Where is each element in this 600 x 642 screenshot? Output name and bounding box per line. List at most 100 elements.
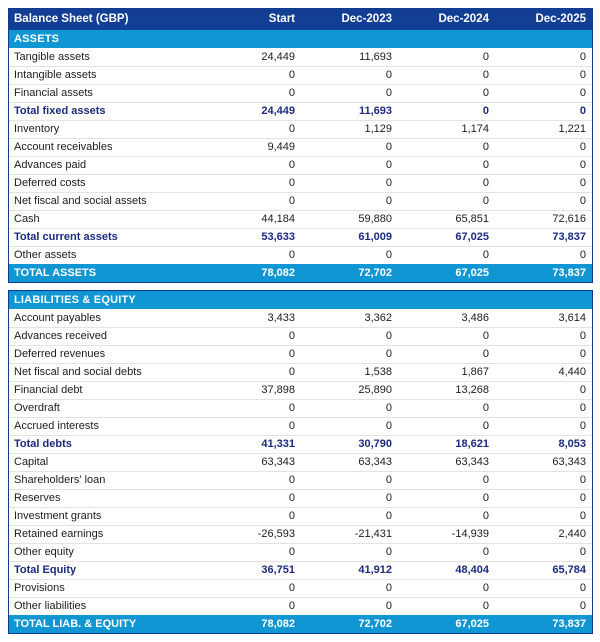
row-value: 0 [288,492,295,504]
row-value: -14,939 [451,528,489,540]
row-value: 13,268 [455,384,489,396]
row-value: 11,693 [358,105,392,117]
row-value: 63,343 [455,456,489,468]
table-row: Total fixed assets 24,449 11,693 0 0 [9,102,592,120]
total-label: TOTAL LIAB. & EQUITY [14,617,137,630]
row-value: 24,449 [261,105,295,117]
row-value: 0 [579,474,586,486]
row-value: 0 [288,546,295,558]
row-value: 0 [579,492,586,504]
table-row: Total current assets 53,633 61,009 67,025 73… [9,228,592,246]
row-label: Other liabilities [14,600,87,612]
row-value: 63,343 [261,456,295,468]
table-row: Intangible assets 0 0 0 0 [9,66,592,84]
row-value: 63,343 [552,456,586,468]
table-row: Provisions 0 0 0 0 [9,579,592,597]
row-value: 0 [482,159,489,171]
row-value: 0 [579,330,586,342]
table-row: Net fiscal and social assets 0 0 0 0 [9,192,592,210]
row-value: 0 [385,330,392,342]
page-title: Balance Sheet (GBP) [14,13,129,25]
total-value: 67,025 [455,266,489,279]
total-value: 72,702 [358,617,392,630]
row-value: 0 [385,582,392,594]
table-row: Total debts 41,331 30,790 18,621 8,053 [9,435,592,453]
row-value: 2,440 [558,528,586,540]
row-label: Advances received [14,330,107,342]
table-row: Cash 44,184 59,880 65,851 72,616 [9,210,592,228]
total-value: 78,082 [261,617,295,630]
table-row: Financial assets 0 0 0 0 [9,84,592,102]
row-label: Total debts [14,438,72,450]
row-value: 11,693 [359,50,392,63]
row-value: 0 [288,582,295,594]
row-value: 0 [482,402,489,414]
row-label: Account receivables [14,141,113,153]
assets-rows: Tangible assets 24,449 11,693 0 0 Intangible … [9,48,592,264]
row-label: Capital [14,456,49,468]
row-value: 53,633 [261,231,295,243]
row-value: 0 [288,402,295,414]
table-row: Account receivables 9,449 0 0 0 [9,138,592,156]
row-value: 63,343 [358,456,392,468]
row-value: 0 [482,330,489,342]
table-row: Investment grants 0 0 0 0 [9,507,592,525]
row-value: 30,790 [358,438,392,450]
row-value: 0 [385,177,392,189]
total-value: 73,837 [552,266,586,279]
row-label: Financial debt [14,384,83,396]
table-row: Other assets 0 0 0 0 [9,246,592,264]
table-header-row: Balance Sheet (GBP) Start Dec-2023 Dec-2… [9,9,592,30]
row-value: 0 [482,50,489,63]
row-value: 0 [288,348,295,360]
row-value: 0 [482,348,489,360]
row-value: 0 [385,474,392,486]
row-label: Net fiscal and social assets [14,195,147,207]
row-value: 0 [288,123,295,135]
row-value: 0 [579,177,586,189]
balance-sheet-table: Balance Sheet (GBP) Start Dec-2023 Dec-2… [8,8,593,634]
section-title: LIABILITIES & EQUITY [14,293,136,306]
row-value: 3,362 [364,311,392,324]
row-label: Other assets [14,249,77,261]
row-label: Net fiscal and social debts [14,366,142,378]
row-value: 1,867 [461,366,489,378]
row-value: 3,614 [558,311,586,324]
row-value: 0 [482,546,489,558]
row-value: 1,129 [364,123,392,135]
row-label: Advances paid [14,159,87,171]
row-value: 0 [482,69,489,81]
row-label: Total fixed assets [14,105,106,117]
row-value: 0 [482,141,489,153]
row-value: 0 [482,474,489,486]
total-value: 67,025 [455,617,489,630]
row-value: 0 [288,600,295,612]
row-label: Accrued interests [14,420,99,432]
row-value: 0 [385,402,392,414]
row-value: 48,404 [455,564,489,576]
table-row: Deferred costs 0 0 0 0 [9,174,592,192]
column-header-dec-2023: Dec-2023 [341,13,392,25]
row-value: 61,009 [358,231,392,243]
row-value: 65,784 [552,564,586,576]
section-gap [8,283,593,290]
total-value: 72,702 [358,266,392,279]
row-value: 0 [579,141,586,153]
row-value: 0 [482,249,489,261]
liabilities-rows: Account payables 3,433 3,362 3,486 3,614 Adva… [9,309,592,615]
total-value: 73,837 [552,617,586,630]
row-value: 0 [385,600,392,612]
column-header-dec-2025: Dec-2025 [535,13,586,25]
table-row: Shareholders' loan 0 0 0 0 [9,471,592,489]
row-value: 3,486 [461,311,489,324]
table-row: Deferred revenues 0 0 0 0 [9,345,592,363]
row-value: 0 [579,600,586,612]
row-value: 59,880 [358,213,392,225]
row-label: Reserves [14,492,61,504]
row-value: 0 [579,50,586,63]
row-value: 9,449 [267,141,295,153]
row-value: 0 [385,492,392,504]
row-value: 73,837 [552,231,586,243]
row-value: -26,593 [257,528,295,540]
row-value: 1,221 [558,123,586,135]
